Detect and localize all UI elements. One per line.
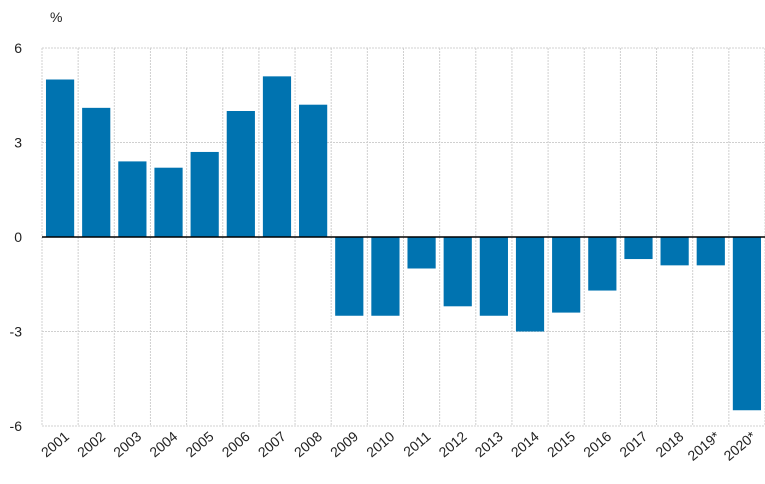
x-tick-label: 2003 [110,428,144,460]
bar [335,237,364,316]
bar [696,237,725,266]
y-tick-label: -6 [10,418,23,434]
y-tick-label: -3 [10,324,23,340]
x-tick-label: 2007 [255,428,289,460]
y-tick-label: 3 [14,135,22,151]
bar [624,237,653,260]
x-tick-label: 2006 [219,428,253,460]
bar [82,107,111,237]
x-tick-label: 2016 [580,428,614,460]
x-tick-label: 2009 [327,428,361,460]
y-tick-label: 0 [14,229,22,245]
bar [732,237,762,411]
x-tick-label: 2020* [721,428,760,464]
bar [407,237,436,269]
x-tick-label: 2010 [363,428,397,460]
bar [552,237,581,313]
x-tick-label: 2019* [684,428,723,464]
x-tick-label: 2013 [472,428,506,460]
bar [299,104,328,237]
x-tick-label: 2017 [616,428,650,460]
x-tick-label: 2002 [74,428,108,460]
bar [262,76,292,237]
bar [118,161,147,237]
bar [515,237,545,332]
bar [154,167,183,237]
x-tick-label: 2005 [182,428,216,460]
bar [588,237,617,291]
x-tick-label: 2015 [544,428,578,460]
bar [45,79,75,237]
x-tick-label: 2001 [38,428,72,460]
bar [371,237,400,316]
x-tick-label: 2004 [146,428,180,460]
y-axis-label: % [50,9,62,25]
x-tick-label: 2008 [291,428,325,460]
x-tick-label: 2018 [652,428,686,460]
bar [443,237,472,307]
bar [226,111,255,237]
x-tick-label: 2014 [508,428,542,460]
bar [479,237,508,316]
x-tick-label: 2011 [400,428,434,460]
bar [660,237,689,266]
y-tick-label: 6 [14,40,22,56]
x-tick-label: 2012 [436,428,470,460]
bar [190,151,219,237]
